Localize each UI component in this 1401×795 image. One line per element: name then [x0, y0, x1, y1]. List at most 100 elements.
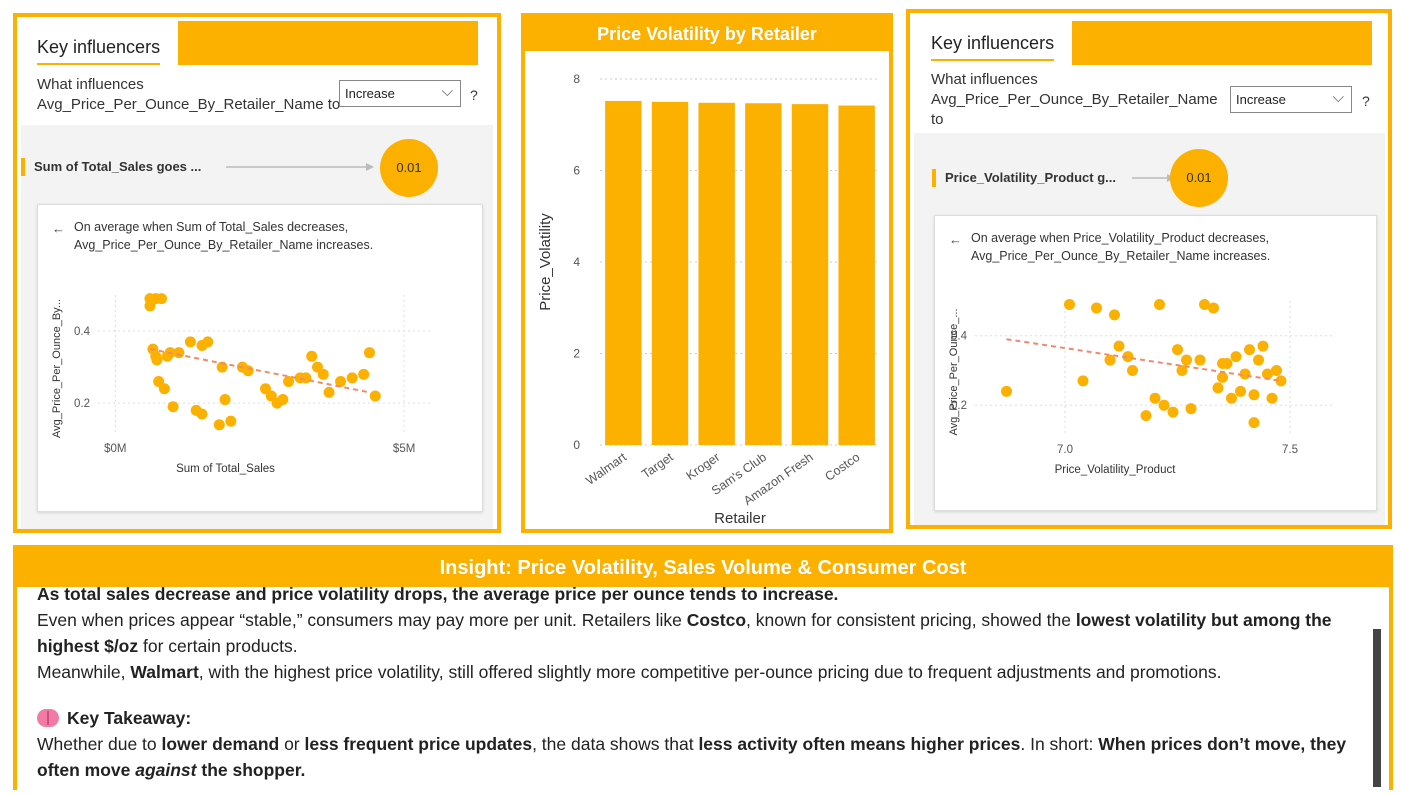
x-tick-label: 7.0 [1057, 444, 1073, 456]
scatter-point [317, 368, 329, 380]
y-tick-label: 6 [573, 164, 580, 178]
takeaway-title: Key Takeaway: [67, 708, 192, 728]
chevron-down-icon: ⌵ [1332, 89, 1344, 106]
scatter-point [1001, 385, 1012, 397]
y-tick-label: 0 [573, 438, 580, 452]
ki-right-header: Key influencers What influences Avg_Pric… [910, 13, 1388, 133]
scatter-point [156, 293, 168, 305]
p5-b: lower demand [161, 734, 280, 754]
scatter-point [1266, 392, 1278, 404]
ki-left-factor-circle[interactable]: 0.01 [380, 139, 438, 197]
scatter-point [323, 386, 335, 398]
ki-right-help-icon[interactable]: ? [1362, 93, 1370, 109]
y-tick-label: 2 [573, 347, 580, 361]
ki-right-question: What influences Avg_Price_Per_Ounce_By_R… [931, 70, 1218, 130]
y-tick-label: 8 [573, 72, 580, 86]
ki-right-desc-line2: Avg_Price_Per_Ounce_By_Retailer_Name inc… [971, 249, 1271, 263]
p2-a: Even when prices appear “stable,” consum… [37, 610, 687, 630]
y-tick-label: 0.2 [74, 398, 90, 410]
scatter-point [1122, 351, 1134, 363]
ki-right-question-line1: What influences [931, 71, 1038, 88]
p5-f: less activity often means higher prices [698, 734, 1021, 754]
scatter-point [242, 365, 254, 377]
insight-paragraph-walmart: Meanwhile, Walmart, with the highest pri… [37, 659, 1377, 685]
price-volatility-chart-panel: Price Volatility by Retailer 0 2 4 6 8 Walmar… [521, 13, 893, 533]
x-tick-label: Kroger [684, 450, 723, 483]
scatter-point [1167, 406, 1179, 418]
ki-left-detail-card: ← On average when Sum of Total_Sales dec… [37, 204, 483, 512]
insight-scrollbar[interactable] [1373, 629, 1381, 787]
bar-costco [838, 105, 875, 445]
ki-right-dropdown-value: Increase [1236, 92, 1286, 107]
ki-left-question: What influences Avg_Price_Per_Ounce_By_R… [37, 75, 340, 115]
insight-headline: As total sales decrease and price volati… [37, 581, 1377, 607]
scatter-point [196, 408, 208, 420]
ki-right-detail-card: ← On average when Price_Volatility_Produ… [934, 215, 1377, 511]
scatter-point [1109, 309, 1120, 321]
p3-c: , with the highest price volatility, sti… [198, 662, 1222, 682]
ki-left-description: On average when Sum of Total_Sales decre… [74, 218, 373, 254]
scatter-point [213, 419, 225, 431]
scatter-point [1172, 344, 1183, 356]
ki-right-title-bar [1072, 21, 1372, 65]
scatter-point [225, 415, 237, 427]
ki-left-title-bar [178, 21, 478, 65]
key-influencers-left-panel: Key influencers What influences Avg_Pric… [13, 13, 501, 533]
ki-left-dropdown[interactable]: Increase ⌵ [339, 80, 461, 107]
scatter-point [1248, 389, 1260, 401]
scatter-point [1248, 417, 1260, 429]
p5-a: Whether due to [37, 734, 162, 754]
p5-i: against [135, 760, 197, 780]
scatter-point [306, 350, 318, 362]
ki-left-desc-line1: On average when Sum of Total_Sales decre… [74, 220, 349, 234]
scatter-point [1194, 354, 1206, 366]
bar-chart-title: Price Volatility by Retailer [525, 17, 889, 51]
ki-left-factor-label[interactable]: Sum of Total_Sales goes ... [21, 158, 201, 176]
x-tick-label: Costco [822, 450, 862, 484]
ki-right-factor-label[interactable]: Price_Volatility_Product g... [932, 169, 1116, 187]
insight-takeaway-heading: Key Takeaway: [37, 705, 1377, 731]
scatter-point [1271, 364, 1282, 376]
ki-right-dropdown[interactable]: Increase ⌵ [1230, 86, 1352, 113]
insight-paragraph-takeaway: Whether due to lower demand or less freq… [37, 731, 1377, 783]
ki-right-factor-circle[interactable]: 0.01 [1170, 149, 1228, 207]
ki-right-question-line2: Avg_Price_Per_Ounce_By_Retailer_Name [931, 91, 1218, 108]
scatter-point [1149, 392, 1161, 404]
scatter-point [1235, 385, 1246, 397]
scatter-point [1077, 375, 1089, 387]
p2-c: , known for consistent pricing, showed t… [746, 610, 1076, 630]
scatter-point [300, 372, 312, 384]
scatter-point [219, 394, 231, 406]
y-axis-title: Avg_Price_Per_Ounce_... [948, 309, 960, 436]
key-influencers-right-panel: Key influencers What influences Avg_Pric… [906, 9, 1392, 529]
scatter-point [1212, 382, 1224, 394]
back-arrow-icon[interactable]: ← [949, 232, 962, 247]
ki-right-question-line3: to [931, 111, 944, 128]
y-tick-label: 0.4 [951, 331, 968, 343]
scatter-point [184, 336, 196, 348]
insight-text: As total sales decrease and price volati… [37, 584, 1377, 783]
paragraph-gap [37, 685, 1377, 705]
insight-paragraph-stability: Even when prices appear “stable,” consum… [37, 607, 1377, 659]
scatter-point [1091, 302, 1102, 314]
scatter-point [1176, 364, 1188, 376]
scatter-point [144, 300, 156, 312]
y-tick-label: 0.2 [951, 400, 967, 412]
trend-line [149, 348, 370, 394]
x-tick-label: $5M [393, 443, 415, 455]
scatter-point [1140, 410, 1152, 422]
scatter-point [1275, 375, 1287, 387]
y-tick-label: 4 [573, 255, 580, 269]
scatter-point [1217, 358, 1228, 370]
scatter-point [1185, 403, 1197, 415]
scatter-point [158, 383, 170, 395]
ki-left-body: Sum of Total_Sales goes ... 0.01 ← On av… [21, 125, 493, 529]
ki-left-help-icon[interactable]: ? [470, 87, 478, 103]
bar-amazon-fresh [791, 104, 829, 445]
ki-right-desc-line1: On average when Price_Volatility_Product… [971, 231, 1270, 245]
p5-d: less frequent price updates [304, 734, 533, 754]
ki-right-title: Key influencers [931, 33, 1055, 61]
scatter-point [173, 347, 185, 359]
y-axis-title: Avg_Price_Per_Ounce_By... [51, 299, 63, 438]
back-arrow-icon[interactable]: ← [52, 221, 65, 236]
